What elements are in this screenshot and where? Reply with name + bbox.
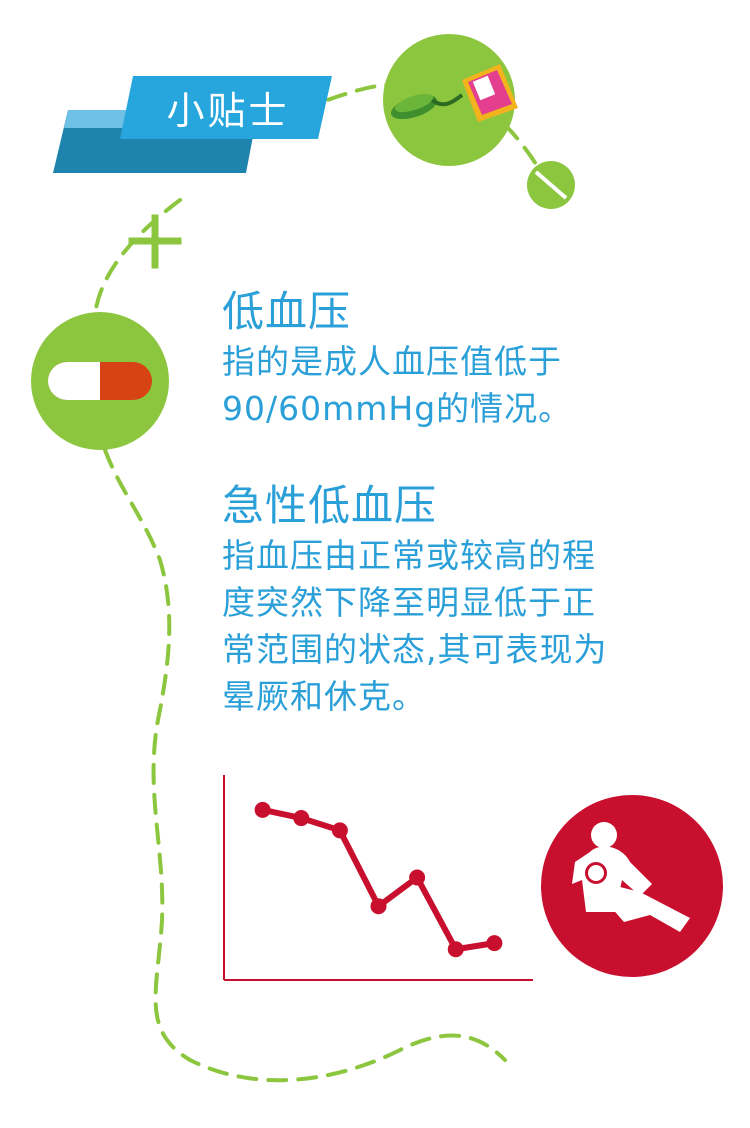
data-point bbox=[486, 935, 503, 952]
section-text-line: 90/60mmHg的情况。 bbox=[222, 389, 573, 428]
pill-icon bbox=[31, 312, 169, 450]
fainting-person-icon bbox=[541, 795, 723, 977]
data-point bbox=[254, 801, 271, 818]
section-heading: 低血压 bbox=[222, 287, 352, 336]
section-acute-hypotension: 急性低血压 指血压由正常或较高的程 度突然下降至明显低于正 常范围的状态,其可表… bbox=[222, 480, 608, 720]
series-line bbox=[262, 806, 495, 953]
section-heading: 急性低血压 bbox=[222, 481, 438, 530]
section-text-line: 晕厥和休克。 bbox=[222, 677, 426, 716]
plus-icon bbox=[128, 214, 182, 269]
data-point bbox=[293, 810, 310, 827]
banner: 小贴士 bbox=[53, 76, 332, 173]
section-text-line: 指血压由正常或较高的程 bbox=[222, 536, 596, 575]
blood-pressure-monitor-icon bbox=[383, 34, 518, 166]
dashed-path bbox=[93, 83, 542, 1083]
section-text-line: 指的是成人血压值低于 bbox=[222, 342, 562, 381]
section-text-line: 常范围的状态,其可表现为 bbox=[222, 630, 608, 669]
banner-title: 小贴士 bbox=[166, 89, 289, 133]
data-point bbox=[409, 869, 426, 886]
no-sign-icon bbox=[527, 161, 575, 209]
section-text-line: 度突然下降至明显低于正 bbox=[222, 583, 596, 622]
section-hypotension: 低血压 指的是成人血压值低于 90/60mmHg的情况。 bbox=[222, 286, 572, 432]
data-point bbox=[370, 898, 387, 915]
data-point bbox=[447, 941, 464, 958]
line-chart bbox=[254, 801, 503, 958]
chart-axes bbox=[223, 775, 533, 981]
data-point bbox=[331, 822, 348, 839]
